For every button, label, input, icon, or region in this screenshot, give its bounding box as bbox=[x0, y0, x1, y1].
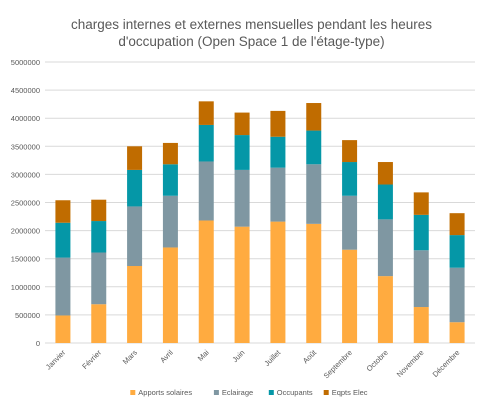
bar-segment bbox=[270, 110, 286, 137]
bar-segment bbox=[198, 220, 214, 343]
bar-segment bbox=[377, 184, 393, 220]
chart-title: charges internes et externes mensuelles … bbox=[0, 16, 503, 50]
bar-segment bbox=[270, 136, 286, 168]
x-tick-label: Octobre bbox=[365, 348, 390, 373]
y-axis-tick-labels: 0 500000 1000000 1500000 2000000 2500000 30000… bbox=[11, 58, 40, 348]
legend-swatch bbox=[268, 390, 274, 395]
bar-segment bbox=[449, 322, 465, 343]
bar-segment bbox=[449, 235, 465, 268]
y-tick-label: 4000000 bbox=[11, 114, 40, 123]
legend-label: Apports solaires bbox=[138, 388, 192, 397]
y-tick-label: 0 bbox=[36, 339, 40, 348]
bar-segment bbox=[413, 192, 429, 215]
bar-segment bbox=[198, 161, 214, 221]
x-tick-label: Juin bbox=[230, 348, 246, 364]
bar-segment bbox=[306, 164, 322, 224]
bar-segment bbox=[342, 195, 358, 250]
bar-segment bbox=[91, 252, 107, 305]
legend-label: Eclairage bbox=[222, 388, 253, 397]
y-tick-label: 1500000 bbox=[11, 255, 40, 264]
bar-segment bbox=[449, 267, 465, 323]
bars bbox=[55, 101, 465, 343]
y-tick-label: 4500000 bbox=[11, 86, 40, 95]
x-tick-label: Mars bbox=[121, 348, 139, 366]
bar-segment bbox=[162, 195, 178, 248]
y-tick-label: 500000 bbox=[15, 311, 40, 320]
x-tick-label: Septembre bbox=[322, 348, 354, 380]
x-tick-label: Février bbox=[80, 348, 103, 371]
x-tick-label: Juillet bbox=[262, 347, 283, 368]
bar-segment bbox=[91, 199, 107, 222]
bar-segment bbox=[198, 124, 214, 162]
chart-title-line-2: d'occupation (Open Space 1 de l'étage-ty… bbox=[118, 34, 385, 49]
bar-segment bbox=[55, 222, 71, 258]
y-tick-label: 2000000 bbox=[11, 227, 40, 236]
x-tick-label: Août bbox=[301, 347, 319, 365]
legend: Apports solaires Eclairage Occupants Eqpts … bbox=[130, 388, 368, 397]
x-tick-label: Avril bbox=[158, 348, 175, 365]
bar-segment bbox=[413, 307, 429, 343]
bar-segment bbox=[306, 130, 322, 165]
bar-segment bbox=[413, 214, 429, 251]
bar-segment bbox=[55, 315, 71, 343]
x-tick-label: Novembre bbox=[395, 348, 426, 379]
chart-title-line-1: charges internes et externes mensuelles … bbox=[71, 17, 432, 32]
bar-segment bbox=[198, 101, 214, 125]
bar-segment bbox=[377, 276, 393, 343]
bar-segment bbox=[234, 135, 250, 170]
bar-segment bbox=[306, 223, 322, 343]
legend-label: Eqpts Elec bbox=[332, 388, 368, 397]
y-tick-label: 2500000 bbox=[11, 199, 40, 208]
bar-segment bbox=[162, 142, 178, 165]
legend-swatch bbox=[213, 390, 219, 395]
bar-segment bbox=[91, 304, 107, 343]
bar-segment bbox=[270, 167, 286, 222]
bar-segment bbox=[127, 206, 143, 267]
bar-segment bbox=[342, 140, 358, 163]
bar-segment bbox=[127, 266, 143, 343]
bar-segment bbox=[55, 200, 71, 223]
y-tick-label: 5000000 bbox=[11, 58, 40, 67]
legend-swatch bbox=[130, 390, 136, 395]
bar-segment bbox=[342, 249, 358, 343]
y-tick-label: 1000000 bbox=[11, 283, 40, 292]
x-tick-label: Décembre bbox=[431, 348, 462, 379]
legend-swatch bbox=[323, 390, 329, 395]
bar-segment bbox=[55, 257, 71, 316]
bar-segment bbox=[234, 169, 250, 227]
bar-segment bbox=[162, 247, 178, 343]
y-tick-label: 3500000 bbox=[11, 142, 40, 151]
x-tick-label: Mai bbox=[196, 348, 211, 363]
bar-segment bbox=[234, 226, 250, 343]
legend-label: Occupants bbox=[277, 388, 313, 397]
bar-segment bbox=[162, 164, 178, 196]
bar-segment bbox=[127, 146, 143, 170]
bar-segment bbox=[413, 250, 429, 308]
y-tick-label: 3000000 bbox=[11, 170, 40, 179]
x-axis-tick-labels: Janvier Février Mars Avril Mai Juin Juillet Aoû… bbox=[44, 347, 462, 380]
bar-segment bbox=[91, 221, 107, 253]
gridlines bbox=[45, 61, 475, 344]
bar-segment bbox=[306, 103, 322, 131]
bar-segment bbox=[377, 162, 393, 185]
bar-segment bbox=[234, 112, 250, 136]
bar-segment bbox=[342, 162, 358, 196]
x-tick-label: Janvier bbox=[44, 348, 68, 372]
bar-segment bbox=[270, 221, 286, 343]
bar-segment bbox=[127, 169, 143, 207]
bar-segment bbox=[449, 213, 465, 236]
bar-segment bbox=[377, 219, 393, 277]
